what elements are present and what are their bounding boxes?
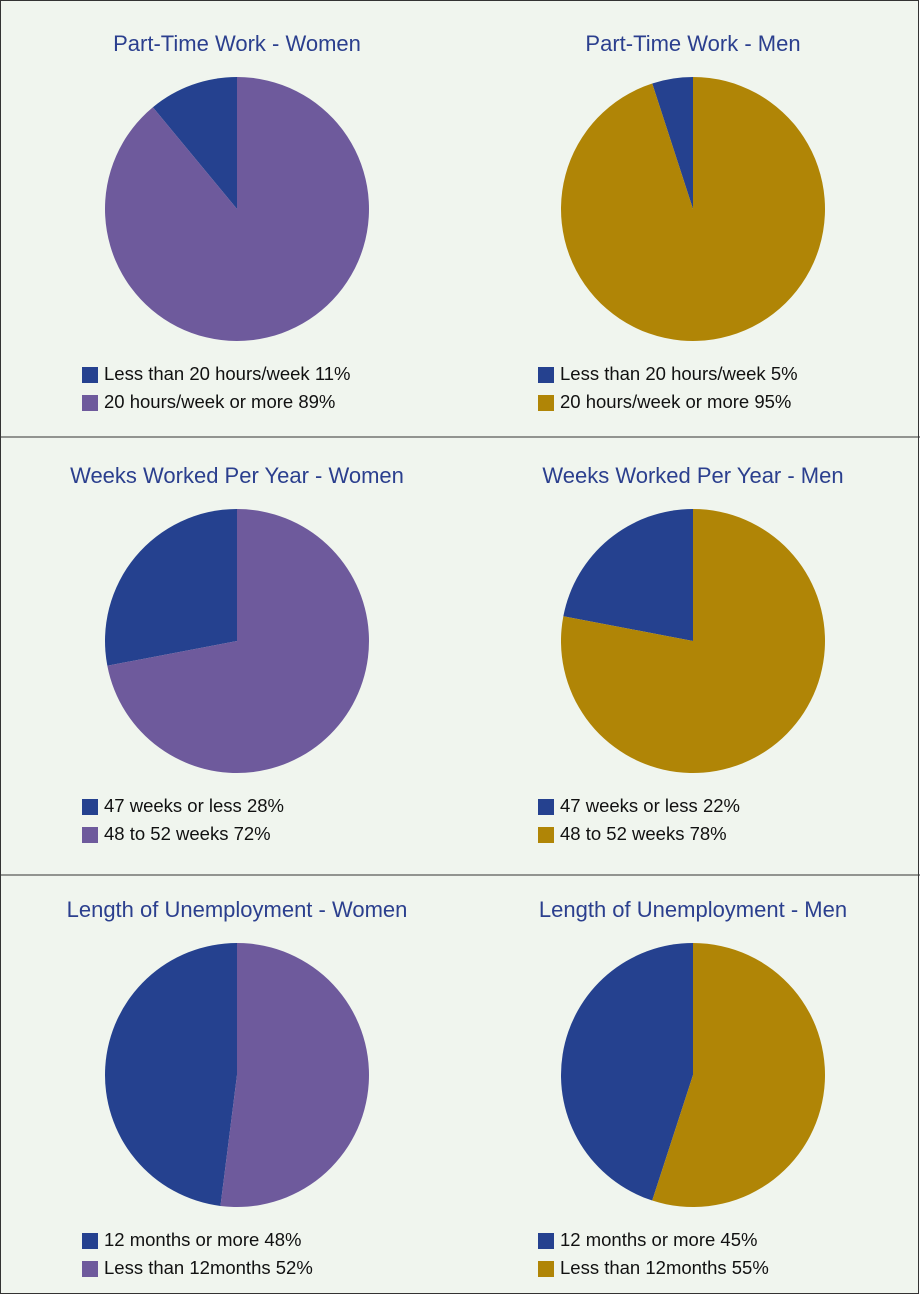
pie-slice <box>652 77 693 209</box>
data-label: 95% <box>754 391 791 412</box>
legend-swatch <box>538 1233 554 1249</box>
data-label: 52% <box>276 1257 313 1278</box>
legend-entry: 48 to 52 weeks 78% <box>560 823 727 844</box>
legend-entry: 47 weeks or less 28% <box>104 795 284 816</box>
data-label: 78% <box>690 823 727 844</box>
pie-slice <box>105 77 370 341</box>
legend-swatch <box>82 827 98 843</box>
pie-slice <box>563 509 693 641</box>
legend-entry: Less than 20 hours/week 5% <box>560 363 798 384</box>
legend-swatch <box>538 827 554 843</box>
data-label: 45% <box>720 1229 757 1250</box>
legend-entry: 12 months or more 45% <box>560 1229 757 1250</box>
pie-slice <box>220 943 370 1207</box>
legend-swatch <box>82 1261 98 1277</box>
legend-entry: Less than 20 hours/week 11% <box>104 363 350 384</box>
data-label: 89% <box>298 391 335 412</box>
pie-slice <box>107 509 370 774</box>
legend-entry: 47 weeks or less 22% <box>560 795 740 816</box>
legend-label: 47 weeks or less <box>104 795 242 816</box>
legend-swatch <box>538 367 554 383</box>
chart-title: Weeks Worked Per Year - Women <box>70 463 404 488</box>
legend-label: 12 months or more <box>560 1229 715 1250</box>
pie-slice <box>105 943 238 1206</box>
pie-slice <box>561 943 693 1201</box>
data-label: 11% <box>315 363 351 384</box>
legend-label: 47 weeks or less <box>560 795 698 816</box>
legend-label: Less than 12months <box>560 1257 727 1278</box>
chart-title: Part-Time Work - Men <box>585 31 800 56</box>
legend-entry: 20 hours/week or more 95% <box>560 391 791 412</box>
legend-label: 20 hours/week or more <box>560 391 749 412</box>
legend-entry: Less than 12months 55% <box>560 1257 769 1278</box>
legend-swatch <box>82 799 98 815</box>
legend-swatch <box>538 395 554 411</box>
chart-title: Part-Time Work - Women <box>113 31 361 56</box>
legend-entry: 12 months or more 48% <box>104 1229 301 1250</box>
legend-swatch <box>82 1233 98 1249</box>
legend-label: Less than 20 hours/week <box>560 363 766 384</box>
legend-label: Less than 12months <box>104 1257 271 1278</box>
pie-slice <box>152 77 237 209</box>
legend-swatch <box>538 799 554 815</box>
legend-label: 20 hours/week or more <box>104 391 293 412</box>
legend-swatch <box>538 1261 554 1277</box>
pie-slice <box>652 943 826 1208</box>
legend-label: 48 to 52 weeks <box>104 823 228 844</box>
legend-entry: Less than 12months 52% <box>104 1257 313 1278</box>
chart-title: Length of Unemployment - Women <box>67 897 408 922</box>
legend-entry: 20 hours/week or more 89% <box>104 391 335 412</box>
data-label: 22% <box>703 795 740 816</box>
data-label: 72% <box>234 823 271 844</box>
data-label: 28% <box>247 795 284 816</box>
pie-slice <box>105 509 238 666</box>
data-label: 48% <box>264 1229 301 1250</box>
legend-entry: 48 to 52 weeks 72% <box>104 823 271 844</box>
pie-slice <box>561 77 825 341</box>
data-label: 55% <box>732 1257 769 1278</box>
legend-swatch <box>82 367 98 383</box>
legend-label: 48 to 52 weeks <box>560 823 684 844</box>
legend-label: 12 months or more <box>104 1229 259 1250</box>
data-label: 5% <box>771 363 798 384</box>
chart-title: Length of Unemployment - Men <box>539 897 847 922</box>
chart-title: Weeks Worked Per Year - Men <box>542 463 843 488</box>
legend-label: Less than 20 hours/week <box>104 363 310 384</box>
legend-swatch <box>82 395 98 411</box>
pie-slice <box>561 509 825 773</box>
